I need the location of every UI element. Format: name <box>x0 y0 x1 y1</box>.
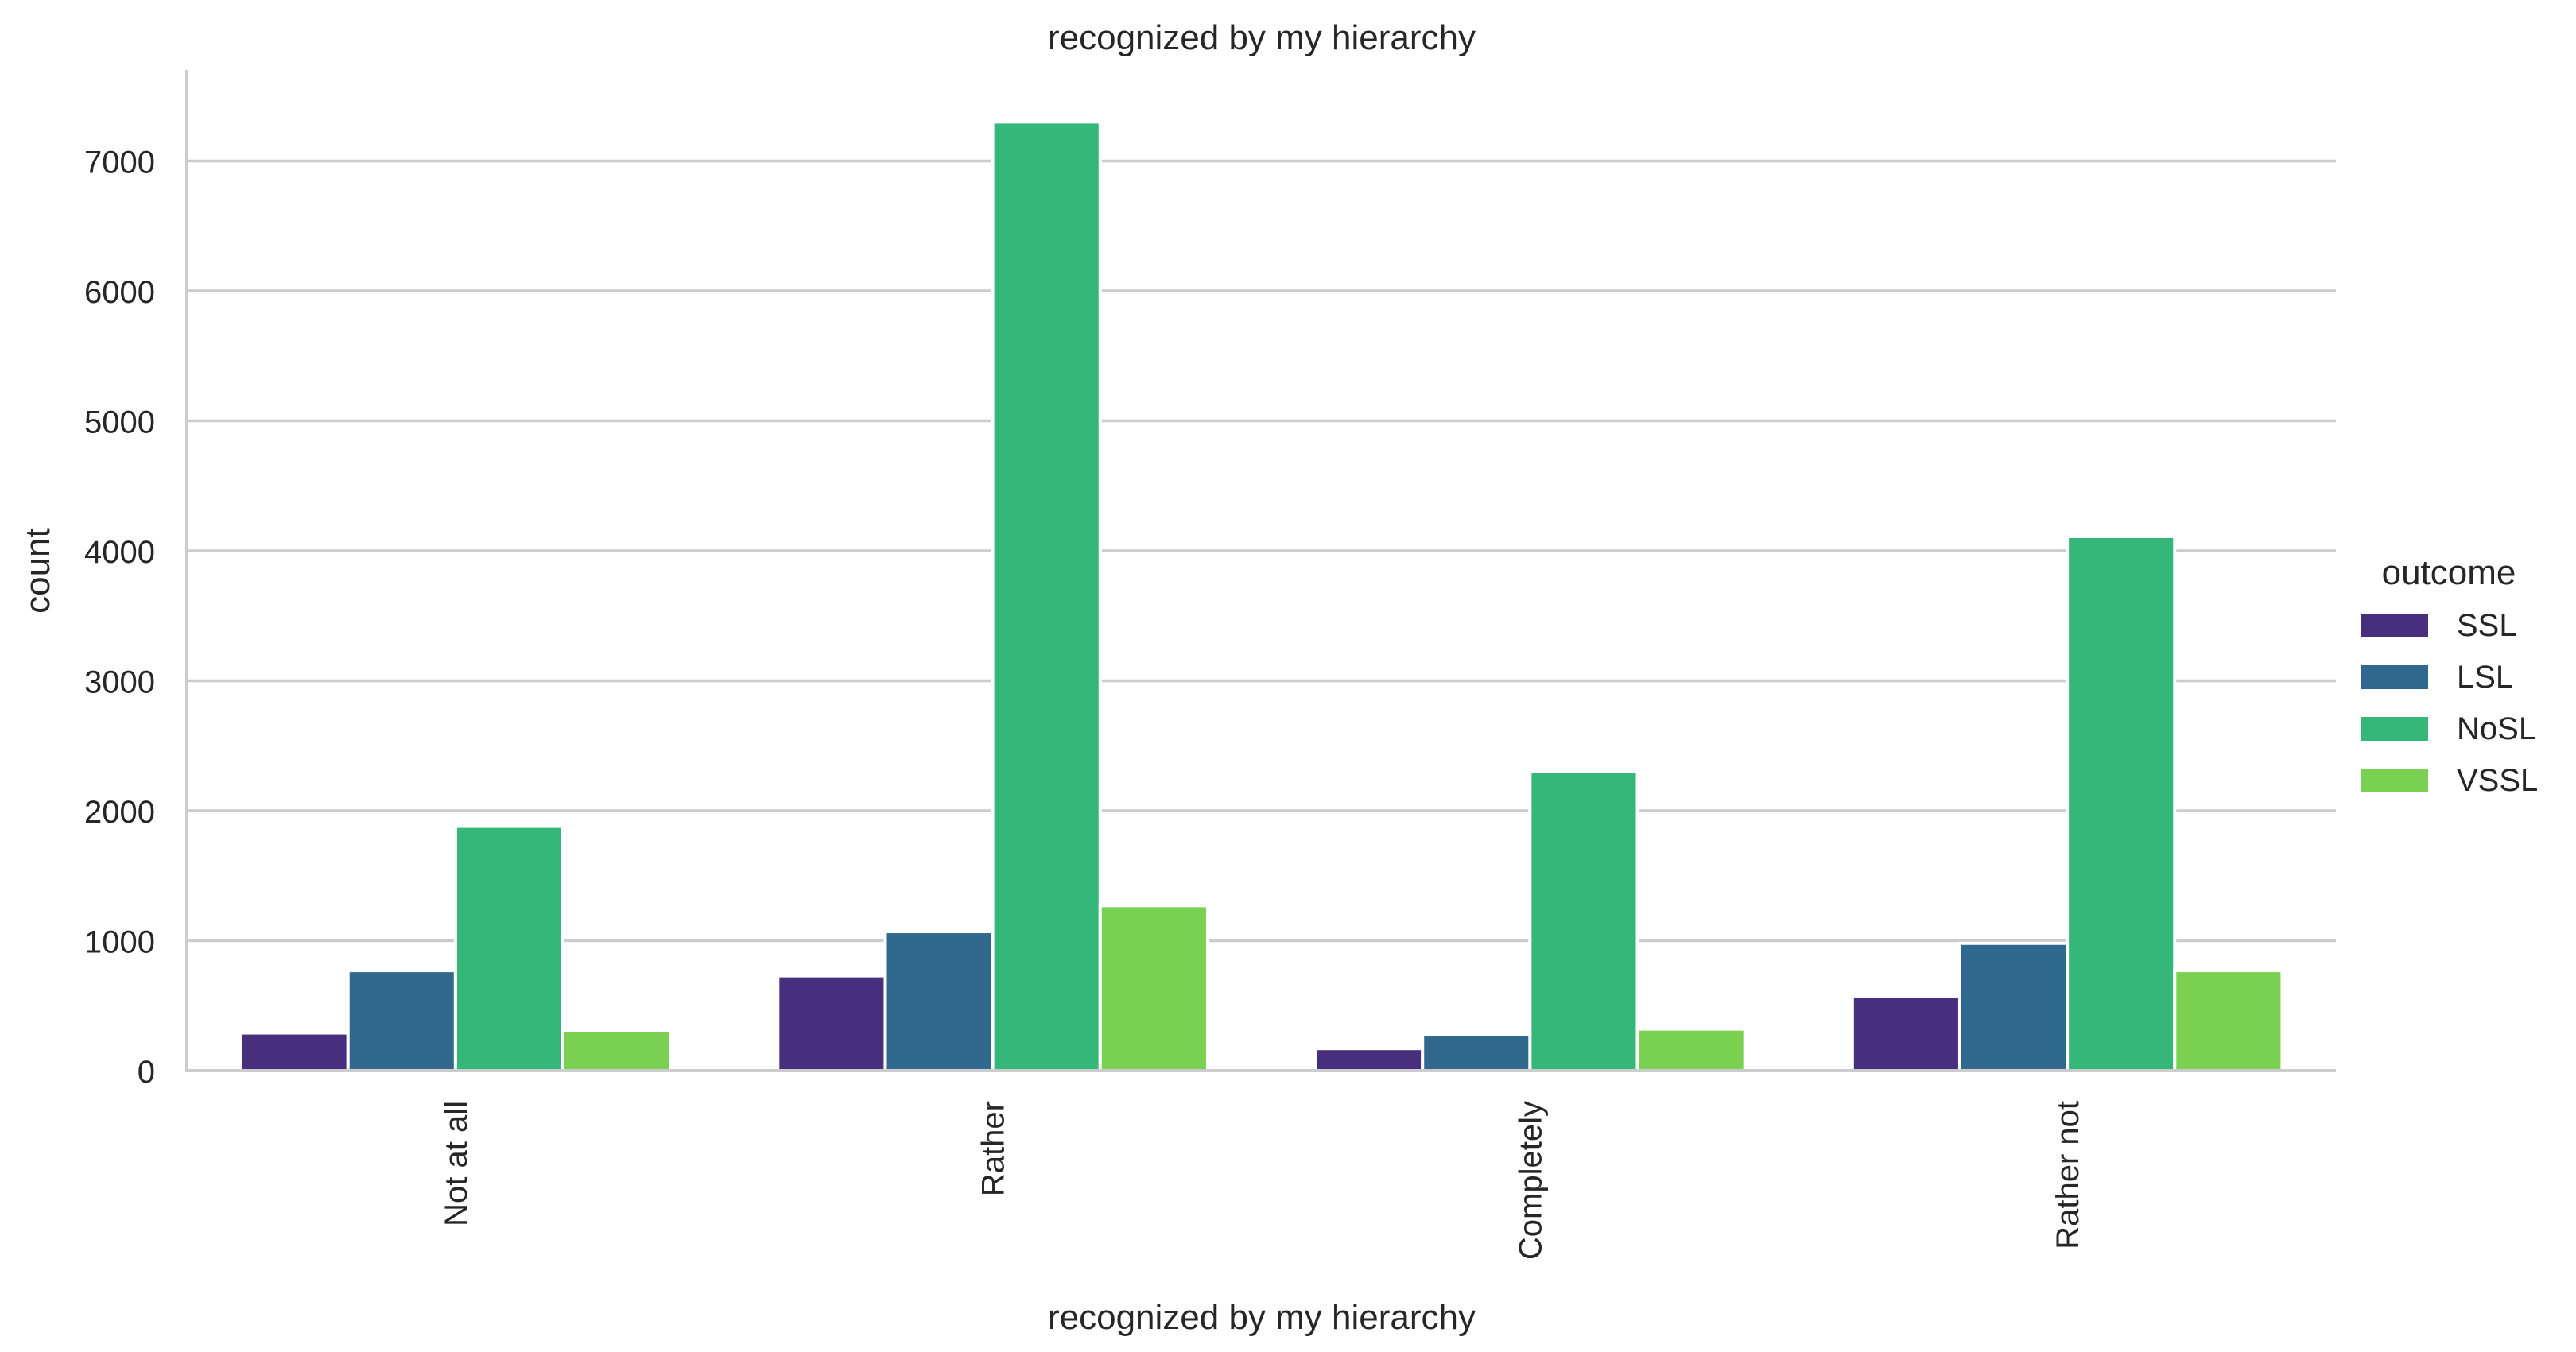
legend-swatch-vssl <box>2361 769 2428 792</box>
bar-ssl-completely <box>1313 1047 1425 1072</box>
y-tick-label: 4000 <box>84 535 155 570</box>
legend-swatch-ssl <box>2361 614 2428 637</box>
bar-lsl-rather-not <box>1957 941 2070 1073</box>
x-axis-label: recognized by my hierarchy <box>1048 1298 1476 1337</box>
bar-nosl-not-at-all <box>453 824 565 1072</box>
y-gridlines <box>187 159 2336 943</box>
legend: outcome SSL LSL NoSL VSSL <box>2361 553 2538 798</box>
y-tick-label: 6000 <box>84 275 155 310</box>
bar-lsl-not-at-all <box>346 969 457 1072</box>
bar-vssl-not-at-all <box>561 1029 673 1072</box>
legend-title: outcome <box>2382 553 2516 592</box>
y-tick-label: 1000 <box>84 924 155 959</box>
y-tick-label: 3000 <box>84 664 155 699</box>
y-tick-label: 7000 <box>84 145 155 180</box>
bar-lsl-rather <box>883 930 995 1073</box>
bar-ssl-rather <box>776 974 887 1072</box>
legend-label-lsl: LSL <box>2457 660 2513 695</box>
x-tick-label: Completely <box>1513 1101 1548 1260</box>
bar-nosl-rather <box>991 120 1102 1073</box>
bar-nosl-completely <box>1528 769 1639 1072</box>
chart-title: recognized by my hierarchy <box>1048 18 1476 57</box>
bar-vssl-rather-not <box>2173 969 2284 1072</box>
legend-swatch-nosl <box>2361 717 2428 741</box>
x-tick-label: Rather not <box>2050 1101 2085 1249</box>
bar-ssl-not-at-all <box>239 1031 350 1073</box>
x-tick-label: Not at all <box>439 1101 474 1226</box>
bar-nosl-rather-not <box>2066 534 2177 1072</box>
bar-lsl-completely <box>1421 1032 1532 1072</box>
bar-ssl-rather-not <box>1850 994 1961 1072</box>
y-tick-labels: 0 1000 2000 3000 4000 5000 6000 7000 <box>84 145 155 1090</box>
y-tick-label: 0 <box>138 1055 155 1090</box>
legend-label-vssl: VSSL <box>2457 763 2538 798</box>
legend-swatch-lsl <box>2361 665 2428 689</box>
x-tick-labels: Not at all Rather Completely Rather not <box>439 1101 2085 1260</box>
y-tick-label: 5000 <box>84 405 155 440</box>
x-tick-label: Rather <box>976 1101 1011 1196</box>
legend-label-nosl: NoSL <box>2457 711 2536 746</box>
bar-vssl-rather <box>1098 904 1209 1073</box>
bars <box>239 120 2284 1073</box>
bar-vssl-completely <box>1635 1027 1747 1073</box>
y-axis-label: count <box>18 528 57 614</box>
legend-label-ssl: SSL <box>2457 608 2517 643</box>
y-tick-label: 2000 <box>84 795 155 830</box>
